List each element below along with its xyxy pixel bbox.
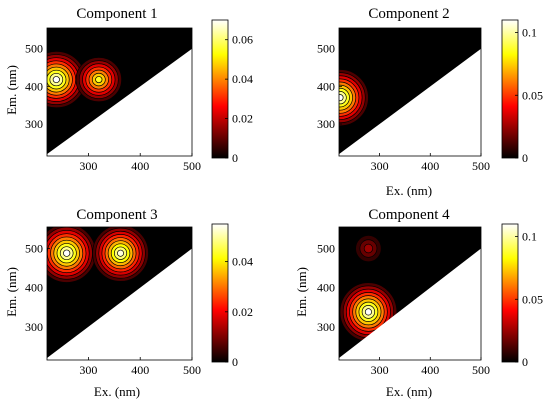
y-axis: 300 400 500 Em. (nm)	[4, 242, 50, 334]
y-axis: 300 400 500 Em. (nm)	[4, 42, 50, 131]
scatter-mask	[339, 48, 481, 156]
panel-title: Component 3	[76, 207, 157, 223]
y-tick-label: 500	[25, 242, 43, 256]
x-axis: 300 400 500	[79, 153, 201, 173]
y-tick-label: 300	[25, 320, 43, 334]
colorbar: 0 0.02 0.04 0.06	[211, 19, 253, 165]
panel-title: Component 1	[76, 6, 157, 22]
y-axis-label: Em. (nm)	[4, 65, 19, 115]
contour-level	[52, 76, 60, 84]
y-tick-label: 400	[317, 281, 335, 295]
x-tick-label: 500	[183, 363, 201, 377]
contour-level	[339, 94, 344, 102]
plot-frame	[46, 27, 193, 157]
scatter-mask	[339, 248, 481, 360]
x-axis-label: Ex. (nm)	[386, 183, 432, 198]
colorbar-gradient	[501, 223, 519, 363]
x-tick-label: 400	[421, 363, 439, 377]
y-tick-label: 500	[25, 42, 43, 56]
x-tick-label: 500	[472, 159, 490, 173]
colorbar: 0 0.05 0.1	[501, 223, 543, 369]
colorbar-tick-label: 0.05	[522, 88, 543, 102]
x-axis-label: Ex. (nm)	[386, 384, 432, 399]
colorbar-tick-label: 0.05	[522, 292, 543, 306]
colorbar-tick-label: 0.04	[232, 72, 253, 86]
plot-frame	[338, 226, 482, 361]
colorbar-gradient	[211, 223, 229, 363]
x-axis-label: Ex. (nm)	[94, 384, 140, 399]
x-tick-label: 300	[371, 363, 389, 377]
colorbar: 0 0.05 0.1	[501, 19, 543, 165]
x-tick-label: 400	[421, 159, 439, 173]
y-axis: 300 400 500	[317, 42, 342, 131]
panel-component-3: Component 3 300 400 500 Ex. (nm) 300 400…	[4, 207, 253, 399]
colorbar-tick-label: 0	[232, 355, 238, 369]
y-axis: 300 400 500 Em. (nm)	[294, 242, 342, 334]
contour-level	[63, 249, 71, 257]
x-tick-label: 500	[472, 363, 490, 377]
contour-level	[363, 243, 374, 254]
x-tick-label: 400	[131, 159, 149, 173]
colorbar: 0 0.02 0.04	[211, 223, 253, 369]
scatter-mask	[47, 48, 192, 156]
y-tick-label: 500	[317, 242, 335, 256]
colorbar-tick-label: 0.04	[232, 255, 253, 269]
plot-frame	[46, 226, 193, 361]
plot-area	[338, 226, 482, 361]
x-tick-label: 300	[371, 159, 389, 173]
colorbar-gradient	[501, 19, 519, 159]
contour-level	[364, 308, 372, 316]
y-axis-label: Em. (nm)	[294, 267, 309, 317]
colorbar-tick-label: 0.06	[232, 33, 253, 47]
x-tick-label: 400	[131, 363, 149, 377]
colorbar-tick-label: 0	[232, 151, 238, 165]
x-tick-label: 500	[183, 159, 201, 173]
y-tick-label: 400	[25, 281, 43, 295]
y-tick-label: 500	[317, 42, 335, 56]
colorbar-tick-label: 0.02	[232, 112, 253, 126]
x-tick-label: 300	[79, 159, 97, 173]
contour-level	[95, 76, 103, 84]
y-tick-label: 300	[317, 320, 335, 334]
colorbar-gradient	[211, 19, 229, 159]
panel-title: Component 2	[368, 6, 449, 22]
y-tick-label: 400	[25, 79, 43, 93]
x-axis: 300 400 500 Ex. (nm)	[371, 153, 490, 198]
scatter-mask	[47, 248, 192, 360]
plot-area	[46, 226, 193, 361]
y-tick-label: 300	[317, 117, 335, 131]
y-tick-label: 300	[25, 117, 43, 131]
colorbar-tick-label: 0	[522, 355, 528, 369]
colorbar-tick-label: 0.02	[232, 305, 253, 319]
panel-component-4: Component 4 300 400 500 Ex. (nm) 300 400…	[294, 207, 543, 399]
y-axis-label: Em. (nm)	[4, 267, 19, 317]
colorbar-tick-label: 0.1	[522, 230, 537, 244]
y-tick-label: 400	[317, 79, 335, 93]
panel-component-1: Component 1 300 400 500 300 400 500 Em. …	[4, 6, 253, 173]
plot-area	[46, 27, 193, 157]
plot-area	[338, 27, 482, 157]
x-axis: 300 400 500 Ex. (nm)	[371, 357, 490, 399]
colorbar-tick-label: 0.1	[522, 26, 537, 40]
panel-component-2: Component 2 300 400 500 Ex. (nm) 300 400…	[317, 6, 543, 198]
contour-level	[117, 249, 124, 257]
colorbar-tick-label: 0	[522, 151, 528, 165]
panel-title: Component 4	[368, 207, 450, 223]
x-axis: 300 400 500 Ex. (nm)	[79, 357, 201, 399]
x-tick-label: 300	[79, 363, 97, 377]
plot-frame	[338, 27, 482, 157]
